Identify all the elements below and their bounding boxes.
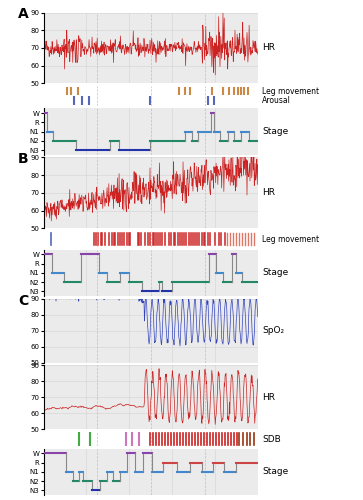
Text: HR: HR [262,188,275,198]
Text: Stage: Stage [262,127,288,136]
Text: Arousal: Arousal [262,96,291,106]
Text: Stage: Stage [262,468,288,476]
Text: Leg movement: Leg movement [262,86,319,96]
Text: A: A [18,7,29,21]
Text: Stage: Stage [262,268,288,278]
Text: C: C [18,294,28,308]
Text: B: B [18,152,28,166]
Text: SpO₂: SpO₂ [262,326,284,335]
Text: HR: HR [262,44,275,52]
Text: HR: HR [262,392,275,402]
Text: SDB: SDB [262,434,281,444]
Text: Leg movement: Leg movement [262,234,319,244]
